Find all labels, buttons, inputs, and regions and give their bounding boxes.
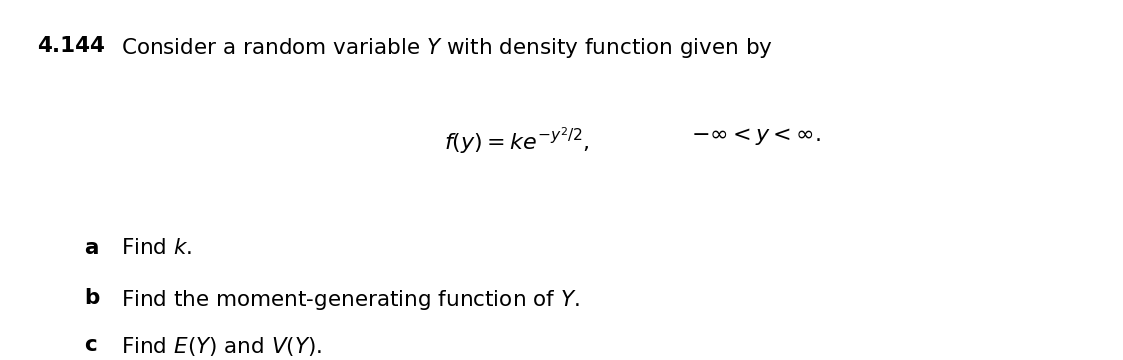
Text: 4.144: 4.144 — [37, 36, 104, 56]
Text: Find the moment-generating function of $Y$.: Find the moment-generating function of $… — [121, 288, 581, 312]
Text: $-\infty < y < \infty.$: $-\infty < y < \infty.$ — [691, 126, 821, 147]
Text: c: c — [84, 335, 97, 355]
Text: Find $E(Y)$ and $V(Y)$.: Find $E(Y)$ and $V(Y)$. — [121, 335, 322, 358]
Text: a: a — [84, 238, 99, 258]
Text: $f(y) = ke^{-y^2/2},$: $f(y) = ke^{-y^2/2},$ — [444, 126, 590, 157]
Text: b: b — [84, 288, 100, 308]
Text: Find $k$.: Find $k$. — [121, 238, 193, 258]
Text: Consider a random variable $Y$ with density function given by: Consider a random variable $Y$ with dens… — [121, 36, 773, 60]
